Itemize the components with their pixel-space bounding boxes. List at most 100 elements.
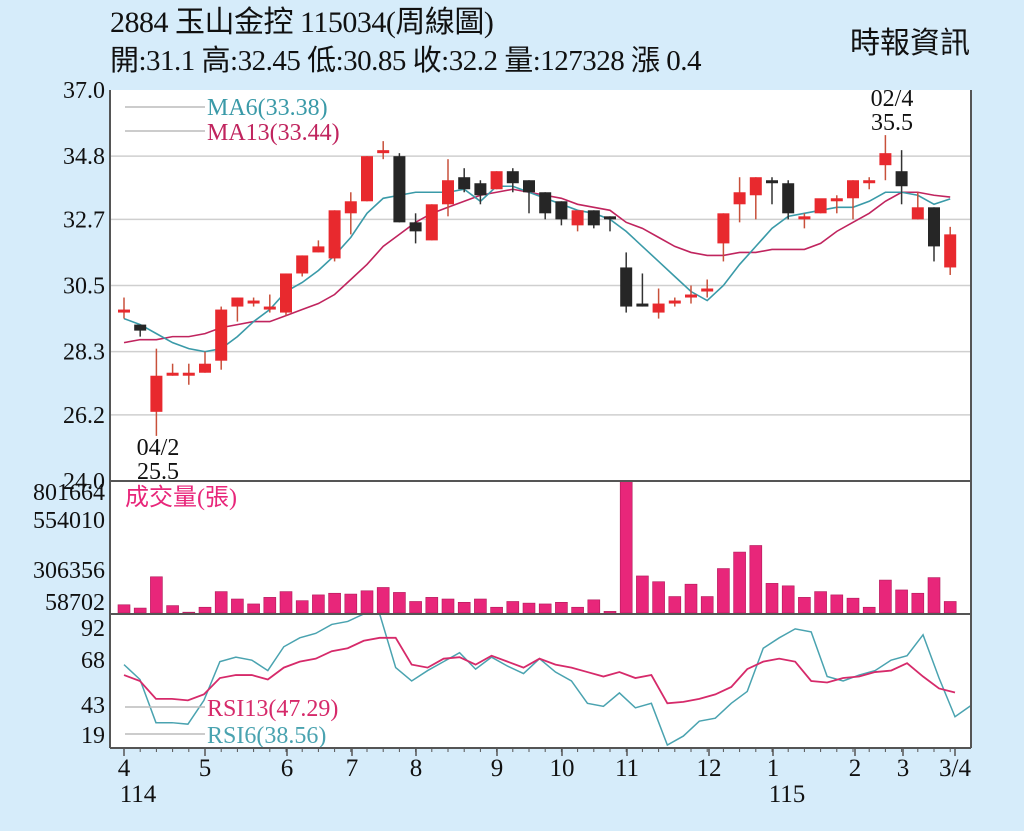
volume-bar xyxy=(393,592,406,614)
volume-bar xyxy=(619,480,633,614)
volume-bar xyxy=(538,603,552,614)
volume-tick-label: 801664 xyxy=(33,480,105,506)
x-tick-label: 2 xyxy=(849,755,862,782)
rsi-lines xyxy=(123,613,972,747)
volume-bar xyxy=(506,601,520,614)
volume-tick-label: 58702 xyxy=(45,590,105,616)
ma13-line xyxy=(123,188,951,344)
x-tick-label: 5 xyxy=(199,755,212,782)
price-tick-label: 26.2 xyxy=(63,403,105,429)
candle xyxy=(895,150,908,205)
candlesticks xyxy=(118,135,957,436)
volume-title-text: 成交量(張) xyxy=(125,484,237,511)
volume-bar xyxy=(587,599,601,614)
volume-bar xyxy=(733,551,746,614)
candle xyxy=(199,351,211,373)
candle xyxy=(830,195,843,214)
volume-bar xyxy=(862,606,876,614)
x-tick-label: 3 xyxy=(897,755,910,782)
candle xyxy=(944,226,957,275)
x-tick-label: 6 xyxy=(281,755,294,782)
price-tick-label: 34.8 xyxy=(63,144,105,170)
source-label: 時報資訊 xyxy=(850,26,970,61)
volume-bar xyxy=(360,590,374,614)
candle xyxy=(150,348,163,436)
volume-bar xyxy=(150,576,163,614)
volume-bar xyxy=(490,606,503,614)
volume-bar xyxy=(409,601,422,614)
price-tick-label: 28.3 xyxy=(63,340,105,366)
volume-bar xyxy=(895,589,908,614)
volume-bar xyxy=(247,603,260,614)
candle xyxy=(377,141,390,160)
volume-bar xyxy=(555,601,568,614)
volume-bar xyxy=(214,591,228,614)
candle xyxy=(911,192,924,220)
volume-panel xyxy=(110,481,971,614)
volume-bar xyxy=(522,602,536,614)
candle xyxy=(863,177,876,190)
candle xyxy=(798,213,811,229)
candle xyxy=(409,213,422,244)
rsi-panel xyxy=(110,614,971,748)
candle xyxy=(231,297,244,322)
volume-bar xyxy=(571,606,584,614)
volume-bar xyxy=(700,596,714,614)
volume-bar xyxy=(927,577,941,614)
candle xyxy=(328,210,341,262)
candle xyxy=(539,192,552,220)
candle xyxy=(749,177,762,220)
volume-title: 成交量(張) xyxy=(125,484,237,511)
candle xyxy=(280,273,292,316)
rsi-tick-label: 43 xyxy=(81,693,105,719)
price-tick-label: 30.5 xyxy=(63,274,105,300)
candle xyxy=(668,297,681,307)
x-tick-label: 10 xyxy=(550,755,575,782)
volume-bar xyxy=(830,594,844,614)
candle xyxy=(182,363,195,385)
rsi-y-axis: 92 68 43 19 xyxy=(81,616,105,749)
candle xyxy=(879,135,892,181)
volume-bar xyxy=(798,597,811,614)
volume-bar xyxy=(344,593,358,614)
volume-bar xyxy=(182,611,196,614)
candle xyxy=(425,204,438,241)
candle xyxy=(636,273,649,307)
volume-bar xyxy=(943,601,957,614)
volume-bar xyxy=(717,568,730,614)
low-annotation-date: 04/2 xyxy=(137,435,180,461)
candle xyxy=(523,180,535,214)
x-tick-label: 3/4 xyxy=(939,755,971,782)
candle xyxy=(393,153,406,223)
candle xyxy=(814,198,827,214)
candle xyxy=(490,171,503,190)
rsi13-legend: RSI13(47.29) xyxy=(207,696,338,722)
chart-title: 2884 玉山金控 115034(周線圖) xyxy=(110,6,494,39)
candle xyxy=(506,168,519,193)
price-tick-label: 37.0 xyxy=(63,78,105,104)
x-tick-label: 11 xyxy=(615,755,639,782)
volume-bar xyxy=(814,591,827,614)
x-tick-label: 4 xyxy=(118,755,131,782)
volume-bar xyxy=(457,601,471,614)
volume-bar xyxy=(133,607,147,614)
volume-bar xyxy=(376,587,390,614)
volume-bar xyxy=(328,592,341,614)
volume-bar xyxy=(846,597,860,614)
moving-average-lines xyxy=(123,185,951,353)
candle xyxy=(134,324,147,337)
candle xyxy=(587,210,600,229)
candle xyxy=(847,180,859,220)
x-year-label: 114 xyxy=(120,781,157,808)
price-y-axis: 37.0 34.8 32.7 30.5 28.3 26.2 24.0 xyxy=(63,78,105,495)
volume-bar xyxy=(668,596,682,614)
candle xyxy=(928,207,940,262)
candle xyxy=(717,213,730,262)
rsi6-legend: RSI6(38.56) xyxy=(207,723,326,749)
volume-bars xyxy=(117,480,957,614)
x-tick-label: 1 xyxy=(767,755,780,782)
x-tick-label: 9 xyxy=(491,755,504,782)
high-annotation-date: 02/4 xyxy=(871,86,914,112)
